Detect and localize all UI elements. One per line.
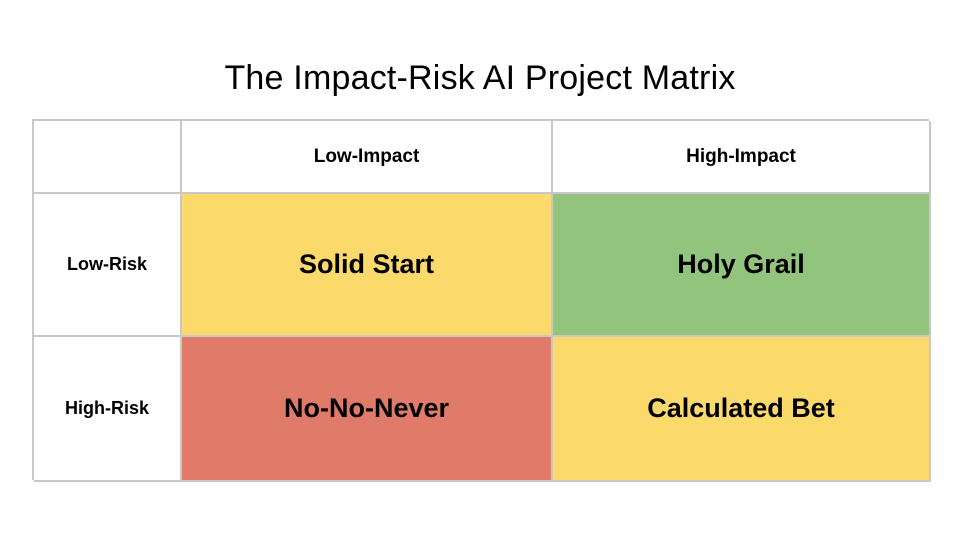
row-header-high-risk: High-Risk xyxy=(34,337,182,482)
row-header-low-risk: Low-Risk xyxy=(34,194,182,337)
impact-risk-matrix: Low-Impact High-Impact Low-Risk Solid St… xyxy=(32,119,931,482)
quadrant-no-no-never: No-No-Never xyxy=(182,337,553,482)
column-header-high-impact: High-Impact xyxy=(553,121,931,194)
quadrant-calculated-bet: Calculated Bet xyxy=(553,337,931,482)
corner-empty-cell xyxy=(34,121,182,194)
matrix-title: The Impact-Risk AI Project Matrix xyxy=(224,59,736,97)
quadrant-solid-start: Solid Start xyxy=(182,194,553,337)
quadrant-holy-grail: Holy Grail xyxy=(553,194,931,337)
column-header-low-impact: Low-Impact xyxy=(182,121,553,194)
